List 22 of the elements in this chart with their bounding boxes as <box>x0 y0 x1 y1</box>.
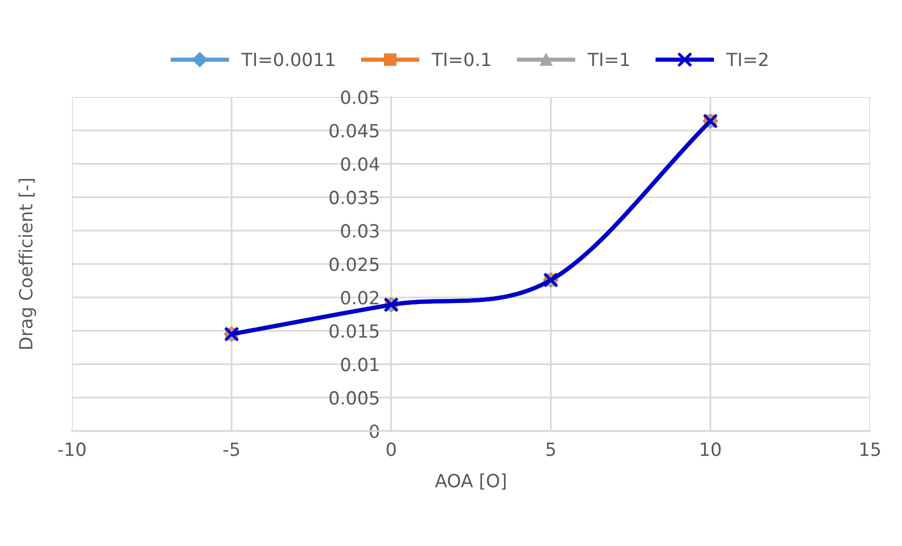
y-tick-label: 0.02 <box>341 290 378 305</box>
legend-label: TI=0.0011 <box>241 52 334 66</box>
legend-label: TI=2 <box>726 52 768 66</box>
y-tick-label: 0.005 <box>330 391 379 405</box>
x-tick-label: 15 <box>860 442 880 456</box>
y-tick-label: 0.01 <box>341 358 378 372</box>
x-tick-label: -10 <box>58 442 86 456</box>
x-tick-label: 0 <box>386 442 396 456</box>
legend-label: TI=1 <box>588 52 629 66</box>
x-tick-label: -5 <box>223 442 240 456</box>
y-tick-label: 0.045 <box>330 124 379 138</box>
x-axis-title: AOA [O] <box>434 473 506 490</box>
y-tick-label: 0.025 <box>330 257 379 272</box>
y-tick-label: 0.03 <box>341 224 379 238</box>
x-tick-label: 10 <box>700 442 721 456</box>
x-tick-label: 5 <box>546 442 555 456</box>
y-axis-title: Drag Coefficient [-] <box>18 179 36 349</box>
y-tick-label: 0.05 <box>341 90 379 104</box>
y-tick-label: 0.04 <box>341 157 380 171</box>
y-tick-label: 0.015 <box>330 324 379 338</box>
legend-label: TI=0.1 <box>432 52 490 66</box>
y-tick-label: 0.035 <box>330 190 379 204</box>
